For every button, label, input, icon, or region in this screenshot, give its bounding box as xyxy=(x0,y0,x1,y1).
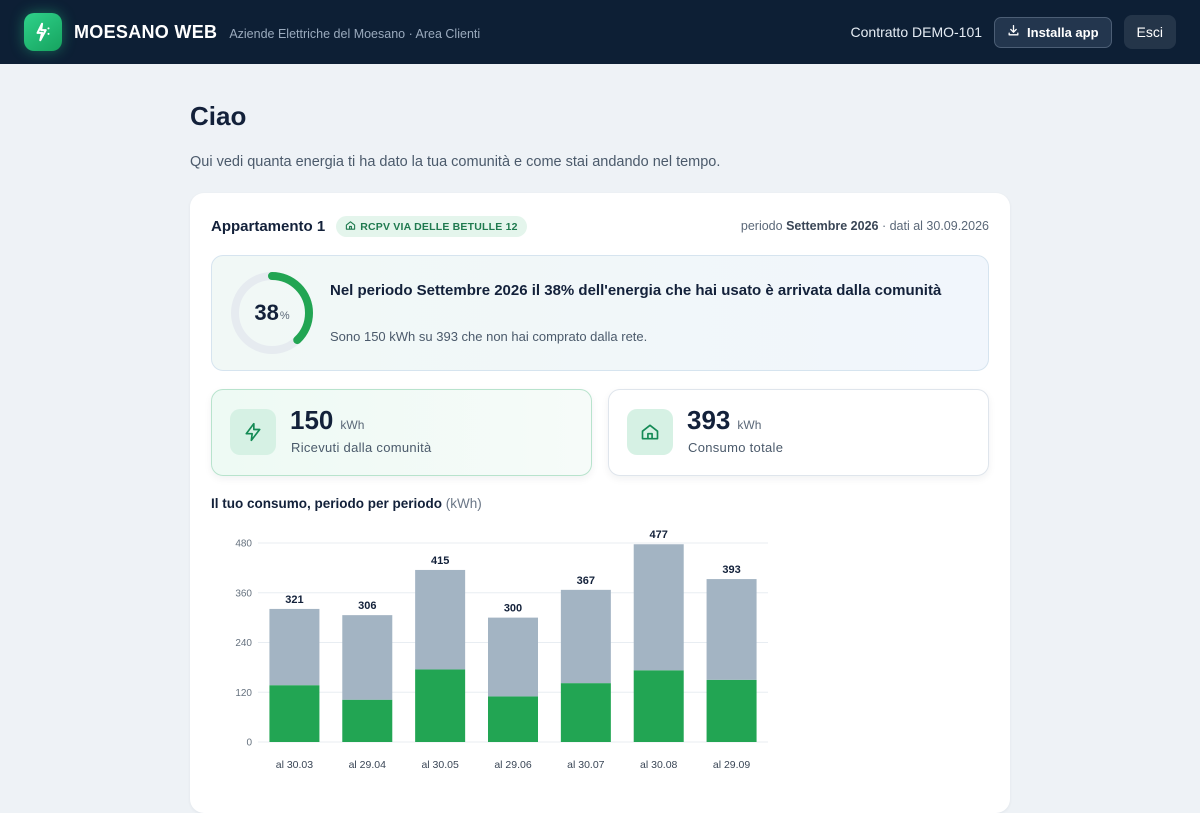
x-tick-label: al 29.09 xyxy=(713,759,751,771)
bar-grid-segment xyxy=(706,579,757,680)
logout-button[interactable]: Esci xyxy=(1123,15,1176,49)
kpi-community-received: 150 kWh Ricevuti dalla comunità xyxy=(211,389,592,476)
period-info: periodo Settembre 2026 · dati al 30.09.2… xyxy=(741,219,989,233)
bar-total-label: 321 xyxy=(285,594,303,606)
bar-total-label: 300 xyxy=(504,603,522,615)
bar-community-segment xyxy=(706,679,757,742)
lightning-logo-icon xyxy=(24,13,62,51)
page-intro: Qui vedi quanta energia ti ha dato la tu… xyxy=(190,154,721,170)
bar-community-segment xyxy=(342,699,393,742)
bar-community-segment xyxy=(488,696,538,742)
bar-grid-segment xyxy=(269,608,320,686)
y-tick-label: 240 xyxy=(235,638,252,649)
download-icon xyxy=(1007,24,1020,40)
kpi-label: Ricevuti dalla comunità xyxy=(291,440,432,455)
bar-grid-segment xyxy=(488,617,538,697)
period-suffix: · dati al 30.09.2026 xyxy=(881,219,989,233)
kpi-total-consumption: 393 kWh Consumo totale xyxy=(608,389,989,476)
consumption-bar-chart: 0 120 240 360 480 321 al 30.03 306 al 29.04 415 al… xyxy=(235,529,768,771)
community-badge: RCPV VIA DELLE BETULLE 12 xyxy=(336,216,527,237)
bar-total-label: 415 xyxy=(431,555,449,567)
x-tick-label: al 29.04 xyxy=(349,759,387,771)
x-tick-label: al 30.03 xyxy=(276,759,314,771)
x-tick-label: al 30.08 xyxy=(640,759,678,771)
home-small-icon xyxy=(345,220,356,234)
brand-subtitle: Aziende Elettriche del Moesano · Area Cl… xyxy=(229,26,481,41)
home-icon xyxy=(627,409,673,455)
y-tick-label: 120 xyxy=(235,688,252,699)
install-app-button[interactable]: Installa app xyxy=(994,16,1112,48)
kpi-value: 393 xyxy=(687,405,731,435)
bar-total-label: 477 xyxy=(650,529,668,541)
bar-grid-segment xyxy=(342,615,393,700)
kpi-unit: kWh xyxy=(737,418,762,432)
share-title: Nel periodo Settembre 2026 il 38% dell'e… xyxy=(330,282,942,299)
top-bar: MOESANO WEB Aziende Elettriche del Moesa… xyxy=(0,0,1200,64)
kpi-unit: kWh xyxy=(340,418,365,432)
bar-community-segment xyxy=(415,669,466,742)
brand-name: MOESANO WEB xyxy=(74,21,218,42)
x-tick-label: al 29.06 xyxy=(494,759,532,771)
share-percent-value: 38 xyxy=(254,300,279,325)
x-tick-label: al 30.05 xyxy=(421,759,459,771)
period-name: Settembre 2026 xyxy=(786,219,879,233)
apartment-card: Appartamento 1 RCPV VIA DELLE BETULLE 12… xyxy=(190,193,1010,813)
apartment-name: Appartamento 1 xyxy=(211,218,326,235)
bar-total-label: 393 xyxy=(722,564,740,576)
share-ring-chart xyxy=(231,272,313,354)
x-tick-label: al 30.07 xyxy=(567,759,605,771)
share-percent: 38 % xyxy=(230,271,314,355)
kpi-label: Consumo totale xyxy=(688,440,784,455)
period-prefix: periodo xyxy=(740,219,783,233)
lightning-icon xyxy=(230,409,276,455)
page-title: Ciao xyxy=(190,101,247,131)
bar-community-segment xyxy=(269,685,320,742)
share-percent-sign: % xyxy=(279,310,290,322)
y-tick-label: 480 xyxy=(235,539,252,550)
chart-title: Il tuo consumo, periodo per periodo (kWh… xyxy=(211,496,482,511)
y-tick-label: 0 xyxy=(246,738,252,749)
chart-unit: (kWh) xyxy=(445,496,482,511)
y-tick-label: 360 xyxy=(235,588,252,599)
kpi-value: 150 xyxy=(290,405,334,435)
bar-grid-segment xyxy=(633,544,684,671)
community-share-panel: 38 % Nel periodo Settembre 2026 il 38% d… xyxy=(211,255,989,371)
bar-grid-segment xyxy=(415,569,466,670)
bar-total-label: 367 xyxy=(577,575,595,587)
contract-label: Contratto DEMO-101 xyxy=(850,24,983,40)
bar-total-label: 306 xyxy=(358,600,376,612)
bar-community-segment xyxy=(633,670,684,742)
bar-community-segment xyxy=(560,683,611,742)
bar-grid-segment xyxy=(560,589,611,684)
community-badge-label: RCPV VIA DELLE BETULLE 12 xyxy=(360,220,518,233)
share-subtitle: Sono 150 kWh su 393 che non hai comprato… xyxy=(330,329,648,344)
install-app-label: Installa app xyxy=(1027,24,1099,40)
chart-title-text: Il tuo consumo, periodo per periodo xyxy=(211,496,443,511)
